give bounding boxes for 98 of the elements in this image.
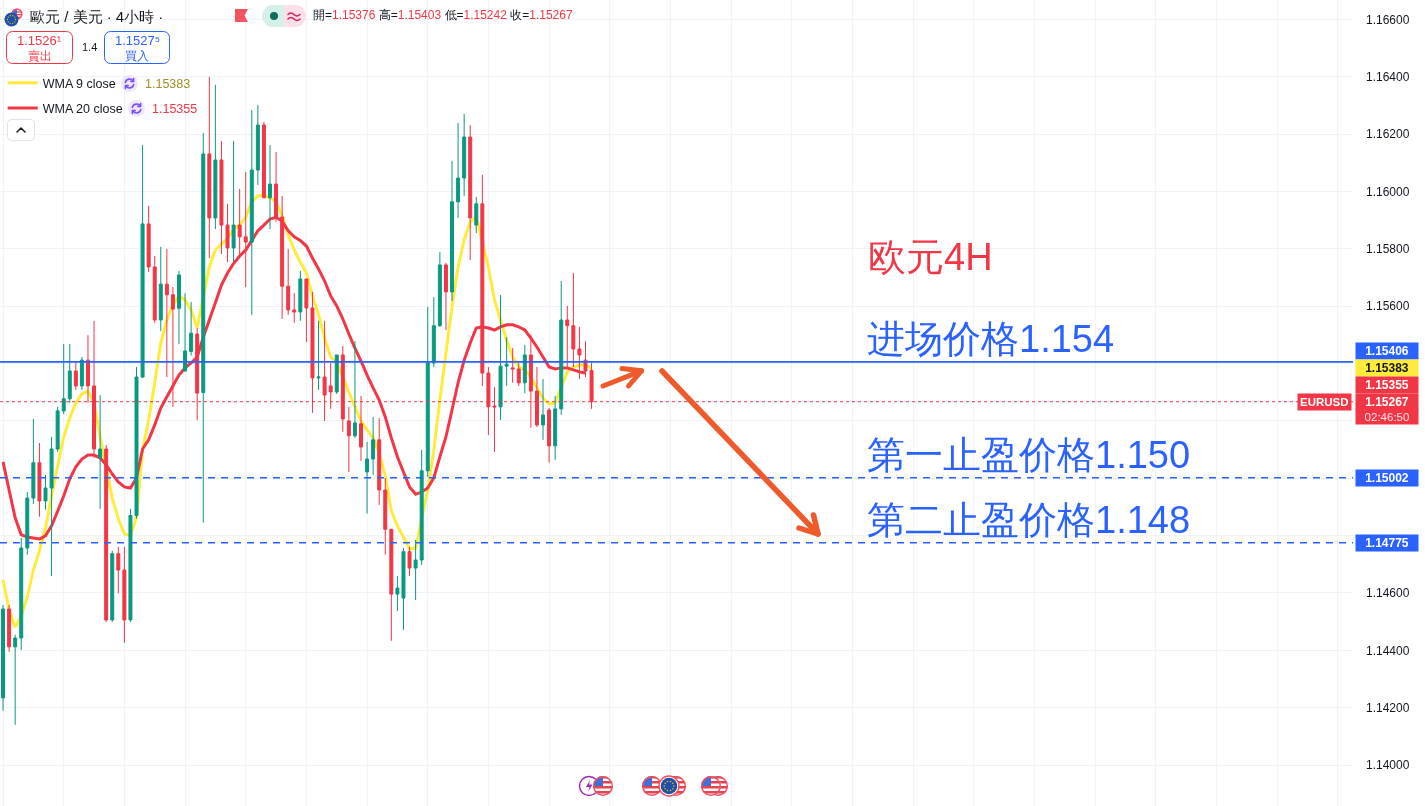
candlestick [1,604,6,712]
candlestick [31,418,36,505]
candlestick [443,262,448,331]
candlestick [249,109,254,316]
y-tick-label: 1.16200 [1366,127,1410,142]
candlestick [37,442,42,518]
y-tick-label: 1.14400 [1366,643,1410,658]
candlestick [365,441,370,515]
legend-label: WMA 20 close [42,101,123,116]
candlestick [334,354,339,395]
candlestick [565,305,570,368]
annotation: 第二止盈价格1.148 [867,499,1191,541]
annotation: 買入 [125,49,149,63]
candlestick [292,292,297,324]
candlestick [7,604,12,653]
y-tick-label: 1.16400 [1366,70,1410,85]
text: 開=1.15376 高=1.15403 低=1.15242 收=1.15267 [313,8,573,22]
y-tick-label: 1.14600 [1366,586,1410,601]
candlestick [55,406,60,453]
candlestick [79,356,84,391]
candlestick [231,140,236,263]
candlestick [298,270,303,322]
candlestick [462,113,467,197]
candlestick [553,395,558,461]
annotation: 1.15355 [152,102,198,116]
candlestick [371,416,376,476]
candlestick [19,537,24,651]
candlestick [164,248,169,378]
y-tick-label: 1.14000 [1366,758,1410,773]
text: 1.15383 [1365,361,1409,375]
candlestick [316,320,321,391]
annotation: 1.15383 [145,77,191,91]
candlestick [177,270,181,345]
candlestick [183,292,188,373]
candlestick [268,144,272,230]
candlestick [152,255,157,324]
ref-line-label: 1.15002 [1365,471,1409,485]
candlestick [510,347,515,384]
y-tick-label: 1.14200 [1366,700,1410,715]
annotation: 第一止盈价格1.150 [867,434,1191,476]
candlestick [547,407,552,464]
candlestick [213,84,218,230]
annotation: 1.1526¹ [17,33,62,48]
text: 歐元 / 美元 · 4小時 · [30,8,164,26]
candlestick [189,301,194,357]
candlestick [559,280,564,416]
candlestick [110,550,115,623]
y-tick-label: 1.15600 [1366,299,1410,314]
ref-line-label: 1.14775 [1365,536,1409,550]
annotation: 賣出 [28,49,52,63]
candlestick [541,378,546,441]
candlestick [413,539,418,601]
annotation: 1.4 [82,41,98,53]
candlestick [377,417,382,506]
candlestick [577,326,582,380]
candlestick [255,104,260,186]
candlestick [571,272,576,368]
candlestick [346,406,351,473]
candlestick [352,340,357,439]
candlestick [425,306,430,478]
candlestick [419,449,424,566]
y-tick-label: 1.15800 [1366,242,1410,257]
candlestick [516,362,521,387]
candlestick [389,528,394,642]
candlestick [407,546,412,577]
candlestick [522,344,527,394]
legend-label: WMA 9 close [42,76,116,91]
candlestick [468,124,473,261]
candlestick [474,196,479,234]
candlestick [61,343,66,415]
ref-line-label: 1.15267 [1365,395,1409,409]
candlestick [431,296,436,368]
text: 02:46:50 [1364,411,1410,423]
annotation: 1.1527⁵ [115,33,161,48]
candlestick [146,205,151,273]
candlestick [158,246,163,332]
candlestick [73,360,78,391]
candlestick [13,634,18,726]
candlestick [261,121,266,199]
candlestick [450,160,454,302]
ref-line-label: 1.15406 [1365,344,1409,358]
candlestick [207,76,212,259]
candlestick [25,491,30,556]
candlestick [286,248,291,316]
y-tick-label: 1.16600 [1366,12,1410,27]
candlestick [456,122,461,219]
candlestick [116,546,121,594]
text: 1.15355 [1365,378,1409,392]
candlestick [437,251,442,328]
annotation: 进场价格1.154 [867,318,1115,360]
candlestick [67,343,72,404]
annotation: EURUSD [1300,396,1349,408]
candlestick [122,546,127,644]
y-tick-label: 1.16000 [1366,184,1410,199]
candlestick [383,477,388,556]
annotation: 欧元4H [868,236,993,278]
candlestick [98,394,103,510]
candlestick [201,132,206,524]
